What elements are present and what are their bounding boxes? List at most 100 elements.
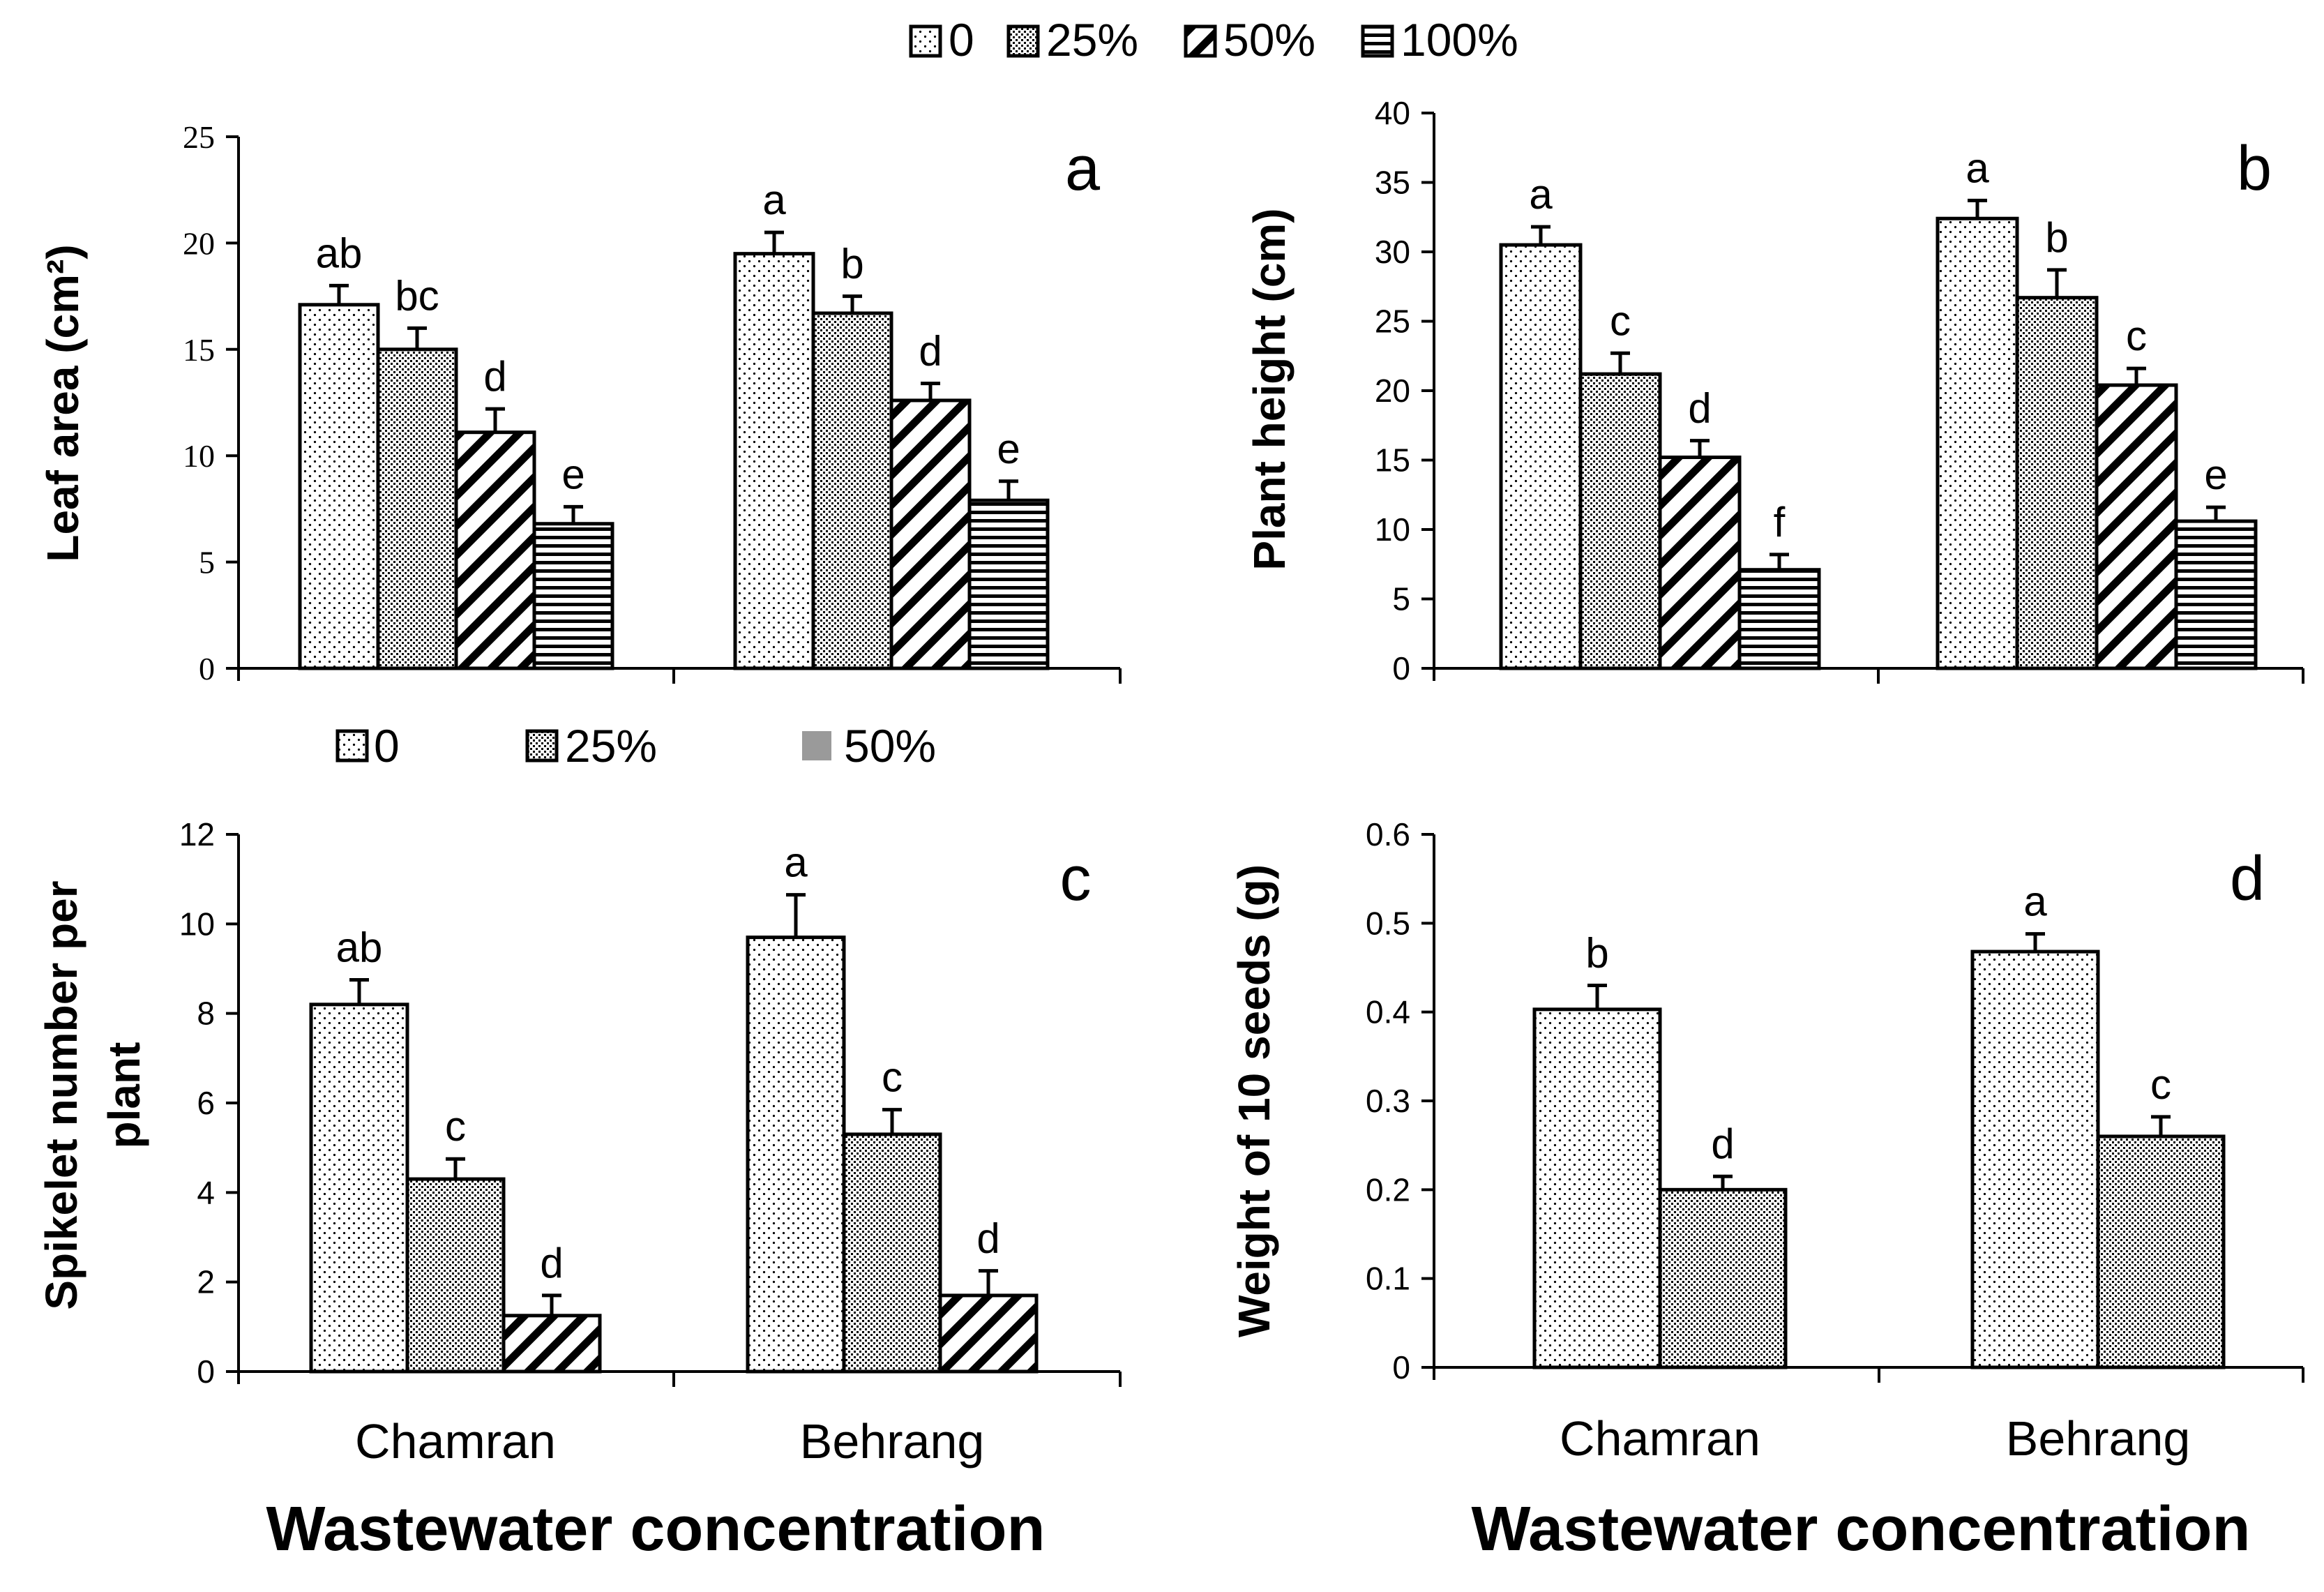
y-tick-label: 5 [199,545,215,580]
y-tick-label: 0 [1392,1349,1410,1386]
significance-letter: c [882,1054,903,1101]
significance-letter: d [976,1215,999,1262]
y-tick-label: 2 [197,1264,215,1300]
legend-bottom-label-2: 50% [844,720,936,772]
significance-letter: d [483,353,506,400]
y-axis-title: Leaf area (cm²) [38,244,88,562]
legend-bottom-swatch-0 [335,729,369,763]
bar-behrang-100pct [2174,519,2258,670]
legend-top-swatch-0 [909,24,942,58]
legend-bottom-entry-0: 0 [335,720,400,772]
y-tick-label: 20 [183,225,215,261]
panel-b-plant-height: 0 5 10 15 20 25 30 35 40 a a c b d c f e b Plant height (c… [1244,95,2304,686]
significance-letter: c [445,1103,466,1150]
bar-chamran-0 [309,1002,409,1374]
legend-top-entry-3: 100% [1361,14,1518,66]
bar-behrang-0 [733,252,815,670]
bar-behrang-100pct [967,498,1050,670]
panel-letter: a [1065,134,1101,204]
bar-chamran-0 [1532,1007,1662,1369]
panel-c-spikelet-number: 0 2 4 6 8 10 12 ab a c c d d c Spikelet number per plan… [36,816,1122,1564]
panel-letter: c [1060,844,1092,914]
y-tick-label: 15 [1375,442,1410,479]
y-tick-label: 0 [1392,650,1410,686]
significance-letter: ab [316,230,363,276]
y-tick-label: 0.1 [1366,1261,1410,1297]
panel-a-leaf-area: 0 5 10 15 20 25 ab a bc b d d e e a Leaf area (cm²) [38,119,1122,686]
y-axis-title-line: Spikelet number per [36,880,86,1309]
legend-top-label-3: 100% [1401,14,1518,66]
bar-chamran-50pct [1658,456,1742,670]
significance-letter: ab [336,924,383,971]
significance-letter: f [1774,499,1786,546]
significance-letter: b [2045,214,2068,261]
legend-top-swatch-3 [1361,24,1394,58]
bar-chamran-50pct [501,1314,602,1374]
bar-behrang-0 [1970,949,2100,1369]
significance-letter: a [1965,144,1989,191]
bar-behrang-25pct [2015,296,2099,670]
bar-chamran-50pct [454,430,536,670]
y-tick-label: 4 [197,1174,215,1210]
x-category-label: Behrang [800,1414,985,1469]
significance-letter: e [997,426,1020,472]
significance-letter: a [762,177,786,223]
bar-behrang-50pct [2095,383,2178,670]
bar-chamran-25pct [405,1177,506,1374]
legend-top-label-2: 50% [1223,14,1315,66]
bar-behrang-25pct [811,311,893,670]
y-axis-title-line: plant [99,1042,149,1149]
bar-chamran-0 [1499,243,1583,670]
significance-letter: a [784,839,808,886]
panel-letter: d [2230,844,2265,914]
y-tick-label: 10 [183,438,215,474]
significance-letter: d [540,1240,563,1286]
legend-top-label-0: 0 [949,14,974,66]
bar-chamran-25pct [1658,1187,1788,1369]
y-tick-label: 15 [183,332,215,368]
legend-bottom-entry-2: 50% [802,720,936,772]
legend-top-swatch-2 [1184,24,1217,58]
legend-bottom-swatch-1 [525,729,559,763]
legend-top: 0 25% 50% 100% [909,14,1518,66]
y-tick-label: 35 [1375,165,1410,201]
bar-behrang-50pct [889,398,972,670]
y-tick-label: 25 [1375,303,1410,340]
bar-chamran-25pct [1578,372,1662,670]
legend-top-entry-2: 50% [1184,14,1315,66]
y-tick-label: 6 [197,1085,215,1121]
panel-letter: b [2237,134,2272,204]
legend-bottom-entry-1: 25% [525,720,657,772]
legend-bottom-label-0: 0 [374,720,400,772]
legend-bottom: 0 25% 50% [335,720,936,772]
y-tick-label: 0 [199,651,215,686]
y-tick-label: 12 [179,816,215,853]
significance-letter: b [840,241,863,287]
legend-top-swatch-1 [1006,24,1040,58]
y-tick-label: 25 [183,119,215,155]
bar-chamran-100pct [1737,568,1821,670]
bar-chamran-25pct [376,347,458,670]
y-axis-title: Plant height (cm) [1244,208,1295,570]
y-tick-label: 10 [179,906,215,942]
bar-behrang-0 [1936,216,2019,670]
x-axis-title: Wastewater concentration [1472,1494,2251,1564]
y-tick-label: 20 [1375,373,1410,409]
significance-letter: d [1688,385,1711,432]
y-axis-title: Weight of 10 seeds (g) [1229,864,1279,1337]
significance-letter: c [2150,1061,2171,1108]
x-category-label: Chamran [355,1414,556,1469]
bar-chamran-0 [298,303,380,670]
bar-behrang-25pct [2096,1134,2226,1369]
significance-letter: d [919,328,942,375]
panel-d-seed-weight: 0 0.1 0.2 0.3 0.4 0.5 0.6 b a d c d Weight of 10 see… [1229,816,2304,1564]
significance-letter: a [1529,171,1553,218]
y-tick-label: 0 [197,1353,215,1390]
legend-bottom-swatch-2 [802,731,831,760]
y-tick-label: 5 [1392,581,1410,617]
y-tick-label: 40 [1375,95,1410,131]
significance-letter: e [561,451,584,497]
legend-bottom-label-1: 25% [565,720,657,772]
x-category-label: Chamran [1560,1411,1760,1466]
